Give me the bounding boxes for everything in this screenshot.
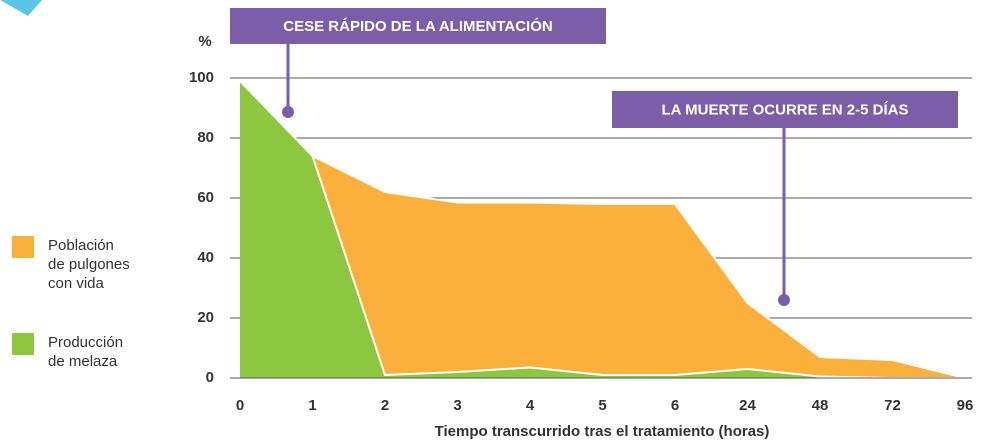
y-tick-label: 80 (197, 129, 214, 146)
y-axis-label: % (198, 33, 211, 50)
area (240, 81, 965, 378)
annotation-text: CESE RÁPIDO DE LA ALIMENTACIÓN (283, 17, 552, 35)
x-tick-label: 5 (598, 397, 606, 414)
y-tick-label: 0 (206, 369, 214, 386)
x-tick-label: 96 (957, 397, 974, 414)
x-tick-label: 24 (739, 397, 756, 414)
y-tick-label: 100 (189, 69, 214, 86)
x-tick-label: 4 (526, 397, 535, 414)
annotation-dot (282, 106, 294, 118)
x-tick-label: 3 (453, 397, 461, 414)
x-tick-label: 1 (308, 397, 316, 414)
x-tick-label: 48 (812, 397, 829, 414)
area-edge (312, 155, 966, 379)
x-axis-label: Tiempo transcurrido tras el tratamiento … (435, 423, 770, 440)
legend-label: Población de pulgones con vida (48, 237, 130, 292)
decoration (0, 0, 42, 16)
x-tick-label: 0 (236, 397, 244, 414)
annotation-box (612, 91, 958, 128)
legend-swatch (12, 236, 34, 258)
y-tick-label: 40 (197, 249, 214, 266)
annotation-text: LA MUERTE OCURRE EN 2-5 DÍAS (662, 101, 909, 118)
y-tick-label: 60 (197, 189, 214, 206)
legend-swatch (12, 333, 34, 355)
area (312, 156, 965, 378)
legend-label: Producción de melaza (48, 334, 124, 370)
y-tick-label: 20 (197, 309, 214, 326)
x-tick-label: 2 (381, 397, 389, 414)
annotation-dot (778, 294, 790, 306)
x-tick-label: 72 (884, 397, 901, 414)
x-tick-label: 6 (671, 397, 679, 414)
area-edge (239, 80, 965, 379)
annotation-box (230, 8, 606, 44)
